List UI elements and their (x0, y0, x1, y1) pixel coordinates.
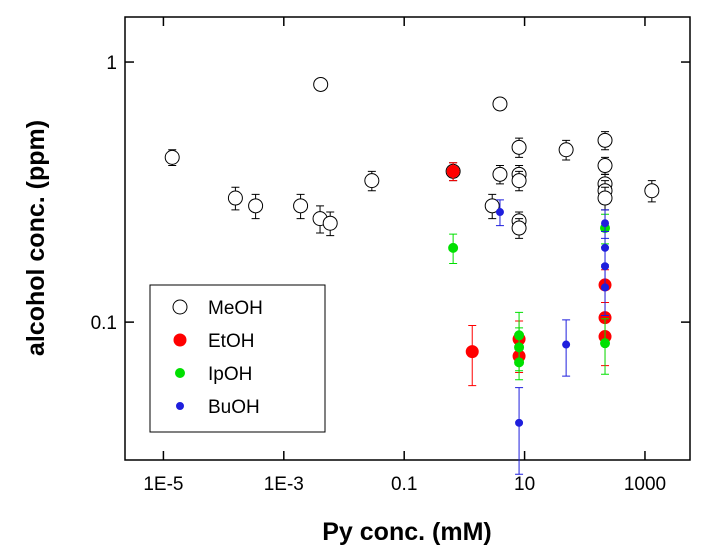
point (601, 219, 610, 228)
point (446, 164, 460, 178)
plot-frame (124, 16, 691, 461)
point (514, 357, 525, 368)
point (322, 215, 338, 231)
x-tick-label: 0.1 (391, 474, 417, 495)
legend-label: IpOH (208, 364, 252, 385)
y-tick-label: 0.1 (91, 313, 117, 334)
legend-marker (176, 402, 184, 410)
point (448, 242, 459, 253)
point (597, 132, 613, 148)
point (313, 76, 329, 92)
point (515, 418, 524, 427)
legend-marker (173, 333, 187, 347)
x-tick-label: 1000 (624, 474, 666, 495)
error-bar (515, 387, 524, 475)
point (558, 142, 574, 158)
legend-marker (175, 368, 185, 378)
point (511, 220, 527, 236)
point (511, 173, 527, 189)
legend-marker (172, 299, 188, 315)
point (164, 149, 180, 165)
point (495, 208, 504, 217)
x-tick-label: 1E-5 (143, 474, 183, 495)
point (644, 183, 660, 199)
point (562, 340, 571, 349)
point (601, 283, 610, 292)
point (492, 96, 508, 112)
point (248, 198, 264, 214)
point (484, 198, 500, 214)
point (227, 190, 243, 206)
point (364, 173, 380, 189)
point (492, 166, 508, 182)
x-tick-label: 10 (514, 474, 535, 495)
point (293, 198, 309, 214)
point (600, 338, 611, 349)
x-axis-label: Py conc. (mM) (322, 518, 491, 546)
point (511, 139, 527, 155)
legend-label: EtOH (208, 331, 254, 352)
legend-label: MeOH (208, 298, 263, 319)
point (465, 345, 479, 359)
x-tick-label: 1E-3 (264, 474, 304, 495)
y-axis-label: alcohol conc. (ppm) (22, 120, 50, 356)
point (597, 158, 613, 174)
legend-label: BuOH (208, 397, 260, 418)
y-tick-label: 1 (106, 53, 117, 74)
point (597, 190, 613, 206)
